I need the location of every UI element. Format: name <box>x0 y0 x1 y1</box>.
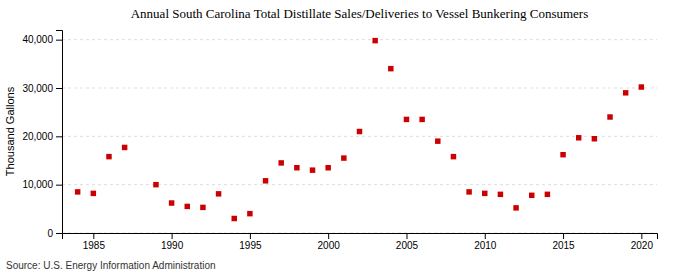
x-tick-label: 1995 <box>239 240 262 251</box>
x-tick: 1985 <box>83 233 106 251</box>
y-tick-label: 20,000 <box>22 131 53 142</box>
x-tick-label: 2010 <box>474 240 497 251</box>
x-tick-mark <box>328 233 329 239</box>
grid-line <box>62 39 657 40</box>
y-tick: 40,000 <box>22 34 62 45</box>
x-axis: 1985 1990 1995 2000 2005 2010 2015 2020 <box>63 233 658 251</box>
y-tick-label: 30,000 <box>22 83 53 94</box>
point <box>560 152 565 157</box>
point <box>310 167 315 172</box>
point <box>75 189 80 194</box>
point <box>106 154 111 159</box>
y-tick-label: 40,000 <box>22 34 53 45</box>
point <box>451 154 456 159</box>
y-tick: 0 <box>47 228 62 239</box>
x-tick-mark <box>641 233 642 239</box>
point <box>200 205 205 210</box>
point <box>482 191 487 196</box>
point <box>216 191 221 196</box>
point <box>278 160 283 165</box>
grid-line <box>62 88 657 89</box>
grid-line <box>62 136 657 137</box>
title: Annual South Carolina Total Distillate S… <box>131 6 589 21</box>
x-tick-mark <box>93 233 94 239</box>
point <box>357 129 362 134</box>
y-axis-line <box>56 31 63 234</box>
x-tick-label: 2015 <box>552 240 575 251</box>
x-axis-line <box>63 234 658 240</box>
point <box>498 192 503 197</box>
point <box>639 84 644 89</box>
point <box>529 193 534 198</box>
x-tick-mark <box>250 233 251 239</box>
point <box>153 182 158 187</box>
y-tick-label: 10,000 <box>22 179 53 190</box>
point <box>623 90 628 95</box>
point <box>247 211 252 216</box>
point <box>325 165 330 170</box>
point <box>263 178 268 183</box>
x-tick-label: 1990 <box>161 240 184 251</box>
x-tick-label: 2000 <box>318 240 341 251</box>
point <box>592 136 597 141</box>
y-tick: 30,000 <box>22 83 62 94</box>
point <box>341 155 346 160</box>
point <box>404 117 409 122</box>
x-tick-mark <box>172 233 173 239</box>
point <box>576 135 581 140</box>
x-tick: 1995 <box>239 233 262 251</box>
grid-line <box>62 184 657 185</box>
x-tick-mark <box>406 233 407 239</box>
point <box>372 38 377 43</box>
x-tick-label: 1985 <box>83 240 106 251</box>
y-tick-mark <box>56 88 62 89</box>
x-tick-label: 2020 <box>631 240 654 251</box>
y-tick-mark <box>56 136 62 137</box>
point <box>513 205 518 210</box>
x-tick-mark <box>563 233 564 239</box>
x-tick-mark <box>485 233 486 239</box>
point <box>435 138 440 143</box>
x-tick: 2005 <box>396 233 419 251</box>
point <box>122 145 127 150</box>
point <box>294 165 299 170</box>
points <box>75 38 644 221</box>
y-axis-title: Thousand Gallons <box>4 86 16 176</box>
chart: 1985 1990 1995 2000 2005 2010 2015 2020 0 10,000 2… <box>0 0 675 275</box>
x-tick: 2000 <box>318 233 341 251</box>
point <box>419 117 424 122</box>
x-tick: 2020 <box>631 233 654 251</box>
y-tick-label: 0 <box>47 228 53 239</box>
x-tick-label: 2005 <box>396 240 419 251</box>
point <box>185 204 190 209</box>
y-tick: 20,000 <box>22 131 62 142</box>
point <box>466 189 471 194</box>
point <box>231 216 236 221</box>
y-tick-mark <box>56 40 62 41</box>
x-tick: 2015 <box>552 233 575 251</box>
point <box>169 200 174 205</box>
point <box>388 66 393 71</box>
x-tick: 1990 <box>161 233 184 251</box>
source-note: Source: U.S. Energy Information Administ… <box>6 260 216 271</box>
point <box>607 114 612 119</box>
x-tick: 2010 <box>474 233 497 251</box>
grid <box>62 40 657 233</box>
y-tick-mark <box>56 185 62 186</box>
plot-area: 1985 1990 1995 2000 2005 2010 2015 2020 0 10,000 2… <box>22 31 657 252</box>
y-tick-mark <box>56 233 62 234</box>
y-axis: 0 10,000 20,000 30,000 40,000 <box>22 31 62 239</box>
y-tick: 10,000 <box>22 179 62 190</box>
point <box>91 191 96 196</box>
point <box>545 192 550 197</box>
